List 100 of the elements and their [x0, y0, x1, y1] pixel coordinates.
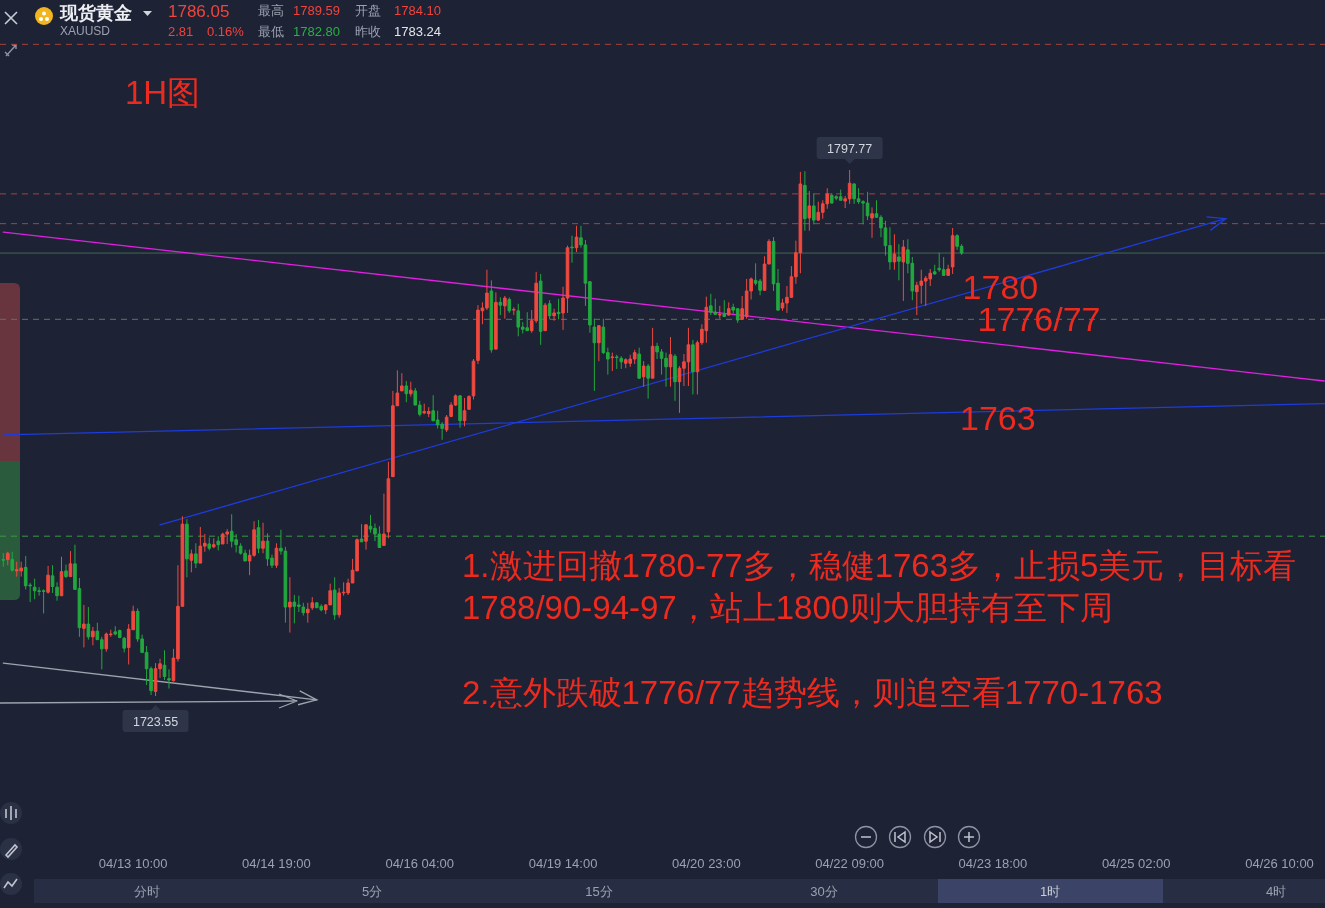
- x-tick-label: 04/23 18:00: [958, 856, 1028, 871]
- candlestick: [704, 296, 709, 344]
- text: 0.16%: [207, 24, 245, 39]
- candlestick: [614, 354, 619, 370]
- x-tick-label: 04/14 19:00: [242, 856, 311, 871]
- candlestick: [32, 578, 37, 600]
- candlestick: [713, 298, 718, 316]
- candlestick: [816, 201, 821, 222]
- candlestick: [538, 273, 543, 346]
- candlestick: [494, 291, 498, 351]
- text: 15分: [585, 884, 613, 899]
- candlestick: [364, 523, 368, 551]
- candlestick: [941, 256, 946, 276]
- candlestick: [167, 668, 171, 690]
- annotation: 1.激进回撤1780-77多，稳健1763多，止损5美元，目标看: [462, 547, 1297, 584]
- candlestick: [1, 552, 6, 568]
- candlestick: [552, 308, 556, 322]
- candlestick: [803, 170, 807, 232]
- candlestick: [525, 311, 530, 332]
- candlestick: [5, 551, 10, 566]
- candlestick: [901, 239, 906, 302]
- candlestick: [735, 308, 740, 324]
- x-tick-label: 04/20 23:00: [672, 856, 741, 871]
- candlestick: [623, 357, 628, 369]
- candlestick: [288, 576, 292, 634]
- candlestick: [722, 299, 727, 317]
- candlestick: [507, 296, 512, 314]
- x-tick-label: 04/13 10:00: [98, 856, 168, 871]
- candlestick: [619, 355, 624, 370]
- text: 1784.10: [394, 3, 441, 18]
- annotation: 1788/90-94-97，站上1800则大胆持有至下周: [462, 589, 1114, 626]
- candlestick: [400, 372, 404, 392]
- candlestick: [610, 352, 615, 372]
- candlestick: [650, 327, 655, 379]
- annotation: 1723.55: [132, 714, 179, 729]
- candlestick: [46, 565, 50, 595]
- candlestick: [628, 354, 633, 368]
- candlestick: [691, 339, 695, 395]
- candlestick: [332, 576, 337, 621]
- candlestick: [932, 264, 937, 276]
- candlestick: [637, 347, 641, 380]
- text: 1786.05: [168, 2, 230, 21]
- candlestick: [426, 406, 431, 418]
- candlestick: [41, 588, 46, 614]
- candlestick: [574, 225, 579, 253]
- candlestick: [86, 606, 91, 641]
- x-tick-label: 04/22 09:00: [815, 856, 884, 871]
- candlestick: [359, 523, 364, 543]
- candlestick: [673, 353, 677, 402]
- candlestick: [216, 535, 221, 551]
- candlestick: [153, 662, 158, 697]
- candlestick: [516, 303, 521, 337]
- candlestick: [668, 336, 673, 388]
- candlestick: [503, 295, 507, 320]
- candlestick: [314, 601, 319, 609]
- candlestick: [897, 243, 901, 281]
- text: 1783.24: [394, 24, 441, 39]
- x-tick-label: 04/16 04:00: [385, 856, 455, 871]
- candlestick: [556, 298, 561, 320]
- text: 1789.59: [293, 3, 340, 18]
- candlestick: [570, 235, 574, 264]
- text: 开盘: [355, 3, 381, 18]
- candlestick: [122, 636, 127, 653]
- candlestick: [104, 632, 109, 653]
- text: 4时: [1265, 884, 1287, 899]
- x-tick-label: 04/19 14:00: [528, 856, 598, 871]
- candlestick: [847, 169, 852, 205]
- text: 分时: [134, 884, 160, 899]
- candlestick: [946, 264, 950, 276]
- candlestick: [306, 602, 310, 624]
- x-tick-label: 04/26 10:00: [1245, 856, 1314, 871]
- candlestick: [185, 518, 189, 578]
- text: 最低: [258, 24, 284, 39]
- candlestick: [597, 324, 601, 362]
- candlestick: [498, 296, 503, 316]
- annotation: 2.意外跌破1776/77趋势线，则追空看1770-1763: [462, 674, 1163, 711]
- candlestick: [261, 522, 265, 554]
- candlestick: [717, 305, 722, 320]
- candlestick: [664, 352, 668, 388]
- candlestick: [113, 625, 118, 636]
- chart-title: 现货黄金: [59, 3, 132, 23]
- candlestick: [511, 306, 516, 316]
- annotation: 1797.77: [827, 141, 873, 156]
- text: 5分: [361, 884, 383, 899]
- candlestick: [686, 327, 691, 387]
- candlestick: [632, 349, 637, 365]
- candlestick: [198, 526, 203, 564]
- candlestick: [641, 360, 646, 388]
- text: 最高: [258, 3, 284, 18]
- x-tick-label: 04/25 02:00: [1101, 856, 1171, 871]
- text: 1782.80: [293, 24, 340, 39]
- candlestick: [189, 549, 194, 573]
- candlestick: [64, 564, 68, 579]
- candlestick: [870, 206, 874, 239]
- candlestick: [162, 649, 167, 681]
- candlestick: [220, 532, 225, 545]
- candlestick: [646, 363, 650, 400]
- candlestick: [865, 191, 870, 221]
- candlestick: [14, 561, 19, 578]
- candlestick: [404, 380, 409, 403]
